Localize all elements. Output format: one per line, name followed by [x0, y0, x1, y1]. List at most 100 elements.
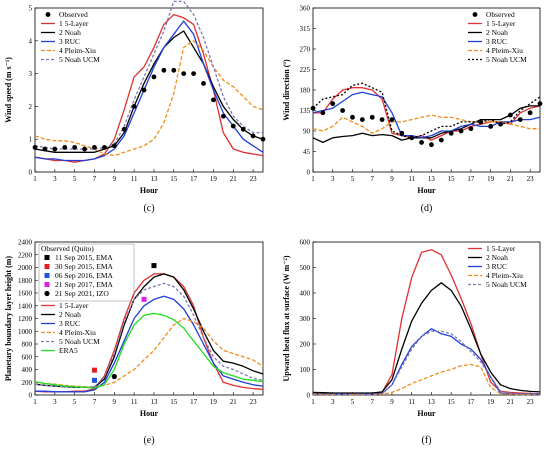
observed-point	[330, 101, 336, 107]
y-tick-label: 500	[300, 264, 311, 272]
y-axis-label: Wind speed (m s⁻¹)	[4, 57, 13, 123]
legend-group-box	[38, 243, 135, 302]
x-axis-label: Hour	[417, 409, 436, 418]
observed-point	[141, 87, 147, 93]
y-tick-label: 1600	[18, 290, 33, 298]
observed-point	[91, 377, 97, 383]
legend-label: 4 Pleim-Xiu	[59, 328, 96, 337]
observed-point	[101, 145, 107, 150]
x-tick-label: 9	[390, 398, 394, 406]
observed-point	[52, 146, 58, 152]
series-line-2	[312, 282, 541, 394]
x-tick-label: 13	[150, 398, 158, 406]
series-line-4	[313, 363, 540, 396]
observed-point	[310, 105, 316, 111]
x-tick-label: 15	[448, 398, 456, 406]
x-tick-label: 3	[53, 175, 57, 183]
y-tick-label: 315	[300, 25, 311, 33]
observed-point	[111, 143, 117, 149]
observed-point	[537, 101, 543, 107]
chart-panel-d: 1 3 5 7 9 11 13 15 17 19 21 23045901351802252703153…	[282, 5, 543, 214]
y-axis-label: Planetary boundary layer height (m)	[4, 256, 13, 382]
observed-point	[448, 130, 454, 136]
legend-label: 11 Sep 2015, EMA	[55, 253, 113, 262]
series-line-4	[34, 40, 264, 157]
x-tick-label: 17	[190, 175, 198, 183]
y-tick-label: 400	[300, 290, 311, 298]
y-tick-label: 300	[300, 315, 311, 323]
legend-label: 1 5-Layer	[486, 19, 516, 28]
legend-marker	[45, 12, 51, 17]
observed-point	[517, 117, 523, 123]
y-tick-label: 1	[29, 136, 33, 144]
legend-label: ERA5	[59, 346, 78, 355]
observed-point	[350, 114, 355, 120]
y-tick-label: 400	[22, 366, 33, 374]
x-tick-label: 17	[467, 398, 475, 406]
x-tick-label: 17	[190, 398, 198, 406]
legend-label: 5 Noah UCM	[486, 280, 527, 289]
series-line-6	[34, 312, 264, 389]
observed-point	[230, 123, 236, 129]
legend-label: 21 Sep 2017, EMA	[55, 280, 114, 289]
y-tick-label: 200	[300, 341, 311, 349]
x-tick-label: 9	[113, 175, 117, 183]
legend-title: Observed (Quito)	[41, 244, 94, 253]
legend-label: 21 Sep 2021, IZO	[55, 289, 109, 298]
legend-label: Observed	[59, 10, 88, 19]
observed-point	[151, 263, 157, 269]
series-line-3	[35, 295, 264, 393]
x-axis-label: Hour	[140, 186, 159, 195]
x-tick-label: 11	[131, 398, 138, 406]
legend-label: Observed	[486, 10, 515, 19]
series-line-2	[34, 30, 264, 153]
legend-marker	[44, 273, 50, 278]
y-tick-label: 3	[29, 70, 33, 78]
x-tick-label: 15	[448, 175, 456, 183]
series-line-5	[313, 330, 541, 395]
legend-label: 3 RUC	[486, 37, 507, 46]
y-tick-label: 1800	[18, 277, 33, 285]
observed-point	[111, 373, 117, 380]
observed-point	[32, 145, 38, 150]
observed-point	[211, 97, 216, 103]
y-tick-label: 135	[300, 107, 311, 115]
observed-point	[131, 104, 137, 109]
y-tick-label: 2	[29, 103, 33, 111]
observed-point	[320, 110, 326, 116]
y-axis-label: Upward heat flux at surface (W m⁻²)	[282, 255, 291, 381]
y-tick-label: 2400	[18, 239, 33, 247]
observed-point	[399, 130, 405, 136]
legend-label: 4 Pleim-Xiu	[486, 271, 523, 280]
legend-label: 3 RUC	[59, 37, 80, 46]
observed-point	[438, 137, 444, 143]
observed-point	[191, 71, 197, 76]
legend-label: 4 Pleim-Xiu	[59, 46, 96, 55]
x-tick-label: 21	[507, 398, 515, 406]
observed-point	[419, 139, 424, 145]
x-tick-label: 13	[150, 175, 158, 183]
legend-label: 1 5-Layer	[486, 244, 516, 253]
panel-label: (d)	[421, 203, 433, 214]
observed-point	[201, 81, 206, 86]
panel-label: (f)	[422, 435, 432, 446]
observed-point	[181, 71, 187, 76]
legend-label: 1 5-Layer	[59, 19, 89, 28]
x-tick-label: 19	[487, 398, 495, 406]
legend-label: 5 Noah UCM	[59, 337, 100, 346]
y-tick-label: 2200	[18, 251, 33, 259]
y-tick-label: 600	[22, 353, 33, 361]
observed-point	[82, 146, 87, 152]
x-tick-label: 21	[230, 175, 238, 183]
y-tick-label: 45	[303, 148, 311, 156]
y-tick-label: 1200	[18, 315, 33, 323]
x-tick-label: 7	[370, 175, 374, 183]
x-tick-label: 5	[351, 175, 355, 183]
x-tick-label: 9	[113, 398, 117, 406]
observed-point	[161, 67, 167, 73]
observed-point	[42, 146, 48, 152]
x-tick-label: 21	[507, 175, 515, 183]
x-tick-label: 23	[527, 175, 535, 183]
y-tick-label: 0	[307, 392, 311, 400]
